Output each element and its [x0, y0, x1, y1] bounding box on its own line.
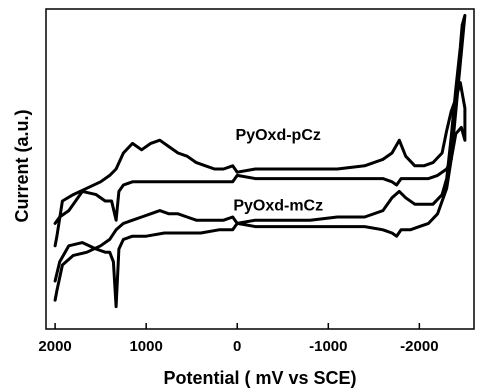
- x-axis-title: Potential ( mV vs SCE): [163, 368, 356, 388]
- x-axis-ticks: [54, 323, 421, 329]
- x-tick-label: -2000: [400, 338, 438, 355]
- x-tick-label: 2000: [38, 338, 71, 355]
- y-axis-title: Current (a.u.): [12, 109, 32, 222]
- curve-labels: PyOxd-pCz PyOxd-mCz: [233, 127, 323, 214]
- plot-frame: [45, 8, 475, 330]
- series-label-2: PyOxd-mCz: [233, 198, 323, 215]
- series-curve-2: [53, 13, 467, 309]
- x-tick-label: 1000: [129, 338, 162, 355]
- curves: [53, 13, 467, 309]
- x-tick-label: -1000: [309, 338, 347, 355]
- x-tick-label: 0: [233, 338, 241, 355]
- x-axis-tick-labels: 2000 1000 0 -1000 -2000: [38, 338, 438, 355]
- series-label-1: PyOxd-pCz: [236, 127, 321, 144]
